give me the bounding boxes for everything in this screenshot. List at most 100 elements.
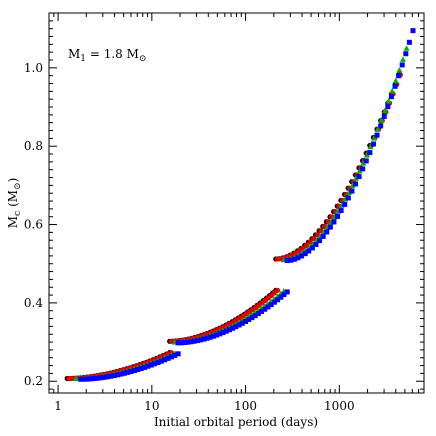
- data-point: [148, 362, 154, 368]
- data-point: [145, 363, 151, 369]
- y-axis-label-unit-close: ): [6, 178, 20, 183]
- data-point: [342, 201, 348, 207]
- data-point: [194, 338, 200, 344]
- data-point: [271, 299, 277, 305]
- data-point: [367, 150, 373, 156]
- data-point: [118, 371, 124, 377]
- data-point: [125, 369, 131, 375]
- data-point: [236, 322, 242, 328]
- data-point: [274, 287, 281, 293]
- data-point: [265, 304, 271, 310]
- data-point: [84, 376, 90, 382]
- data-point: [399, 62, 405, 68]
- data-point: [317, 238, 323, 244]
- data-point: [172, 352, 178, 358]
- data-point: [81, 376, 87, 382]
- data-point: [226, 327, 232, 333]
- y-axis-label: Mc (M⊙): [6, 178, 23, 229]
- data-point: [378, 123, 384, 129]
- data-point: [303, 242, 309, 249]
- data-point: [374, 126, 381, 132]
- data-point: [165, 355, 171, 361]
- data-point: [111, 373, 117, 379]
- annotation-symbol: M: [68, 47, 80, 61]
- data-point: [191, 338, 197, 344]
- data-points: [64, 28, 416, 382]
- y-tick-label: 0.6: [24, 218, 43, 232]
- data-point: [239, 320, 245, 326]
- data-point: [98, 375, 104, 381]
- data-point: [138, 365, 144, 371]
- data-point: [374, 132, 380, 138]
- data-point: [363, 152, 370, 158]
- data-point: [207, 334, 213, 340]
- data-point: [320, 233, 326, 239]
- data-point: [403, 51, 409, 57]
- data-point: [259, 308, 265, 314]
- data-point: [78, 376, 84, 382]
- data-point: [356, 174, 362, 180]
- data-point: [214, 332, 220, 338]
- data-point: [217, 331, 223, 337]
- data-point: [327, 224, 333, 230]
- data-point: [381, 107, 388, 114]
- data-point: [306, 248, 312, 254]
- data-point: [252, 313, 258, 319]
- data-point: [360, 166, 366, 172]
- data-point: [410, 28, 416, 34]
- data-point: [275, 297, 281, 303]
- data-point: [210, 333, 216, 339]
- y-tick-label: 0.8: [24, 139, 43, 153]
- y-tick-label: 0.2: [24, 374, 43, 388]
- data-point: [220, 330, 226, 336]
- data-point: [349, 182, 356, 189]
- data-point: [182, 340, 188, 346]
- y-tick-label: 0.4: [24, 296, 43, 310]
- x-tick-label: 1000: [324, 399, 355, 413]
- plot-frame: [48, 12, 425, 394]
- data-point: [249, 315, 255, 321]
- data-point: [296, 248, 302, 254]
- data-point: [178, 340, 184, 346]
- data-point: [168, 354, 174, 360]
- data-point: [302, 251, 308, 257]
- y-axis-label-subscript: c: [13, 211, 23, 216]
- data-point: [309, 245, 315, 251]
- tick-labels: 1 10 100 1000 0.2 0.4 0.6 0.8 1.0: [24, 61, 355, 413]
- data-point: [88, 376, 94, 382]
- annotation: M1 = 1.8 M⊙: [68, 47, 146, 64]
- data-point: [381, 113, 387, 119]
- annotation-sun-sub: ⊙: [139, 54, 147, 64]
- data-point: [307, 239, 313, 245]
- annotation-subscript: 1: [80, 54, 86, 64]
- x-tick-label: 100: [234, 399, 257, 413]
- data-point: [370, 141, 376, 147]
- data-point: [389, 87, 396, 94]
- y-axis-label-symbol: M: [6, 216, 20, 228]
- data-point: [284, 289, 290, 295]
- data-point: [155, 360, 161, 366]
- data-point: [198, 337, 204, 343]
- axis-ticks: [49, 13, 424, 393]
- data-point: [324, 229, 330, 235]
- data-point: [349, 188, 355, 194]
- annotation-rest: = 1.8 M: [86, 47, 139, 61]
- data-point: [152, 361, 158, 367]
- data-point: [360, 160, 367, 166]
- data-point: [367, 143, 374, 150]
- data-point: [396, 67, 403, 73]
- data-point: [363, 158, 369, 164]
- data-point: [185, 339, 191, 345]
- data-point: [135, 367, 141, 373]
- data-point: [392, 77, 399, 84]
- data-point: [300, 245, 306, 251]
- data-point: [162, 357, 168, 363]
- data-point: [230, 325, 236, 331]
- y-tick-label: 1.0: [24, 61, 43, 75]
- data-point: [406, 39, 412, 45]
- x-tick-label: 1: [54, 399, 62, 413]
- data-point: [378, 117, 385, 123]
- data-point: [385, 97, 392, 104]
- data-point: [158, 358, 164, 364]
- data-point: [400, 56, 407, 62]
